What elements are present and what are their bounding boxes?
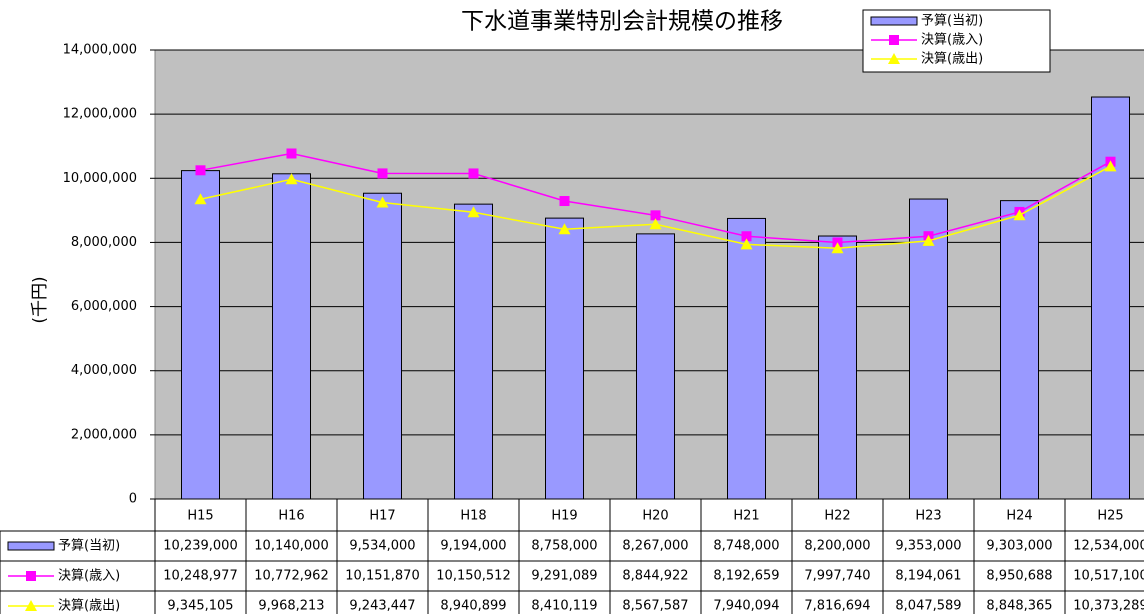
table-cell: 10,373,289 (1073, 599, 1144, 614)
table-row-label: 予算(当初) (58, 539, 120, 554)
bar (727, 217, 766, 500)
y-tick-label: 14,000,000 (63, 43, 137, 58)
x-tick-label: H21 (733, 509, 759, 524)
table-cell: 10,772,962 (254, 569, 328, 584)
table-cell: 7,997,740 (804, 569, 870, 584)
y-tick-label: 2,000,000 (71, 427, 137, 442)
table-cell: 10,151,870 (345, 569, 419, 584)
point (1104, 160, 1117, 172)
table-cell: 10,140,000 (254, 539, 328, 554)
table-cell: 7,816,694 (804, 599, 870, 614)
point (740, 238, 753, 250)
legend-label: 決算(歳出) (921, 52, 983, 67)
table-cell: 12,534,000 (1073, 539, 1144, 554)
point (650, 210, 661, 221)
table-row-label: 決算(歳入) (58, 569, 120, 584)
point (377, 168, 388, 179)
table-cell: 8,940,899 (440, 599, 506, 614)
bar (818, 235, 857, 500)
y-tick-label: 12,000,000 (63, 107, 137, 122)
point (831, 242, 844, 254)
legend-key (7, 541, 55, 551)
y-tick-label: 10,000,000 (63, 171, 137, 186)
table-cell: 8,567,587 (622, 599, 688, 614)
table-row-label: 決算(歳出) (58, 599, 120, 614)
bar (1000, 200, 1039, 500)
x-tick-label: H23 (915, 509, 941, 524)
point (285, 173, 298, 185)
bar (181, 170, 220, 500)
bar (636, 233, 675, 500)
table-cell: 9,353,000 (895, 539, 961, 554)
table-cell: 8,758,000 (531, 539, 597, 554)
legend-marker (26, 571, 36, 581)
table-cell: 10,248,977 (163, 569, 237, 584)
table-cell: 8,950,688 (986, 569, 1052, 584)
y-tick-label: 4,000,000 (71, 363, 137, 378)
point (559, 196, 570, 207)
legend-marker (25, 600, 37, 611)
point (922, 234, 935, 246)
legend-label: 決算(歳入) (921, 33, 983, 48)
x-tick-label: H18 (460, 509, 486, 524)
point (194, 193, 207, 205)
point (376, 196, 389, 208)
point (1013, 209, 1026, 221)
table-cell: 9,194,000 (440, 539, 506, 554)
table-cell: 9,291,089 (531, 569, 597, 584)
table-cell: 8,848,365 (986, 599, 1052, 614)
bar (454, 203, 493, 500)
table-cell: 8,410,119 (531, 599, 597, 614)
point (741, 231, 752, 242)
x-tick-label: H24 (1006, 509, 1032, 524)
table-cell: 9,968,213 (258, 599, 324, 614)
bar (272, 173, 311, 500)
chart-title: 下水道事業特別会計規模の推移 (461, 9, 783, 35)
table-cell: 7,940,094 (713, 599, 779, 614)
x-tick-label: H22 (824, 509, 850, 524)
point (286, 148, 297, 159)
x-tick-label: H16 (278, 509, 304, 524)
x-tick-label: H15 (187, 509, 213, 524)
bar (363, 192, 402, 500)
legend-marker (888, 53, 900, 64)
table-cell: 10,239,000 (163, 539, 237, 554)
point (649, 218, 662, 230)
bar (909, 198, 948, 500)
y-tick-label: 0 (129, 492, 137, 507)
table-cell: 8,194,061 (895, 569, 961, 584)
x-tick-label: H20 (642, 509, 668, 524)
y-tick-label: 6,000,000 (71, 299, 137, 314)
y-axis-label: (千円) (30, 276, 50, 323)
point (195, 165, 206, 176)
table-cell: 10,517,100 (1073, 569, 1144, 584)
table-cell: 8,844,922 (622, 569, 688, 584)
x-tick-label: H19 (551, 509, 577, 524)
table-cell: 8,267,000 (622, 539, 688, 554)
table-cell: 8,748,000 (713, 539, 779, 554)
point (467, 206, 480, 218)
legend-key (870, 16, 918, 26)
table-cell: 8,192,659 (713, 569, 779, 584)
table-cell: 9,534,000 (349, 539, 415, 554)
legend-marker (889, 35, 899, 45)
point (558, 223, 571, 235)
table-cell: 8,200,000 (804, 539, 870, 554)
table-cell: 9,345,105 (167, 599, 233, 614)
point (468, 168, 479, 179)
table-cell: 10,150,512 (436, 569, 510, 584)
table-cell: 9,243,447 (349, 599, 415, 614)
table-cell: 8,047,589 (895, 599, 961, 614)
y-tick-label: 8,000,000 (71, 235, 137, 250)
table-cell: 9,303,000 (986, 539, 1052, 554)
x-tick-label: H25 (1097, 509, 1123, 524)
x-tick-label: H17 (369, 509, 395, 524)
legend-label: 予算(当初) (921, 14, 983, 29)
bar (545, 217, 584, 500)
